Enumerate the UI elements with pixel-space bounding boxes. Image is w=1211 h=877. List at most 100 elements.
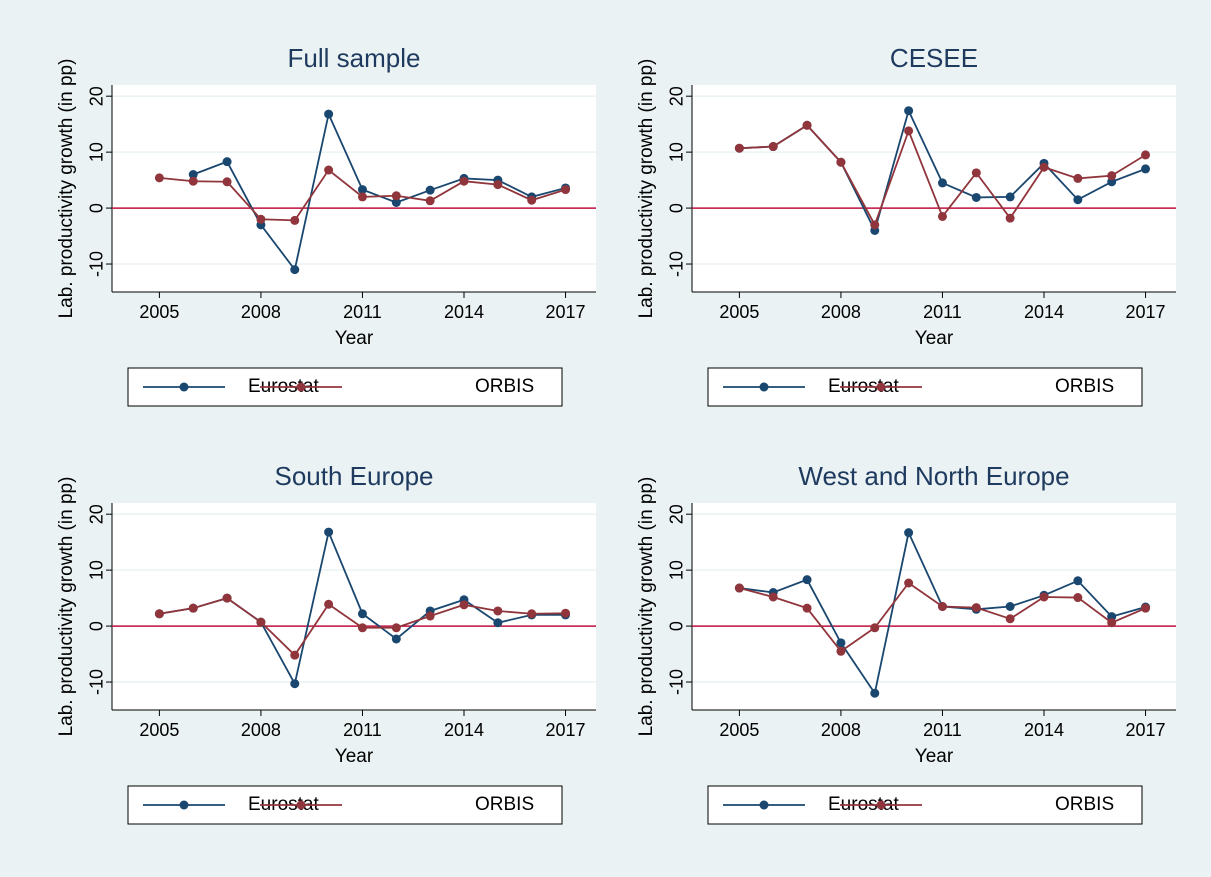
point <box>904 126 914 136</box>
point <box>493 606 503 616</box>
point <box>937 602 947 611</box>
point <box>937 178 947 188</box>
plot-area <box>112 85 596 292</box>
point <box>222 593 232 603</box>
point <box>188 603 198 613</box>
legend-label: ORBIS <box>475 376 534 397</box>
y-axis-label: Lab. productivity growth (in pp) <box>56 477 77 737</box>
x-tick-label: 2005 <box>719 720 759 740</box>
point <box>391 623 401 633</box>
point <box>527 195 537 205</box>
y-tick-label: 10 <box>667 560 687 580</box>
point <box>802 575 812 585</box>
point <box>1005 614 1015 624</box>
point <box>1005 213 1015 223</box>
panel: Full sample -10 0 10 20 2005 2008 2011 2014 2017 Y… <box>56 43 596 407</box>
point <box>425 185 435 195</box>
point <box>324 599 334 609</box>
point <box>290 265 300 275</box>
point <box>391 197 401 207</box>
point <box>1107 177 1117 187</box>
legend-marker <box>179 382 189 392</box>
y-tick-label: 0 <box>667 203 687 213</box>
x-axis-label: Year <box>915 746 954 767</box>
point <box>188 176 198 186</box>
legend-marker <box>876 382 886 392</box>
point <box>154 173 164 183</box>
point <box>256 214 266 224</box>
point <box>904 578 914 588</box>
point <box>290 650 300 660</box>
point <box>459 176 469 186</box>
x-axis-label: Year <box>915 328 954 349</box>
y-axis-label: Lab. productivity growth (in pp) <box>56 59 77 319</box>
point <box>154 609 164 619</box>
panel-title: South Europe <box>274 461 433 491</box>
point <box>904 528 914 538</box>
point <box>324 109 334 119</box>
panel-title: Full sample <box>288 43 421 73</box>
point <box>188 170 198 180</box>
point <box>493 180 503 190</box>
point <box>937 211 947 221</box>
y-tick-label: 20 <box>667 504 687 524</box>
y-axis-label: Lab. productivity growth (in pp) <box>636 59 657 319</box>
legend-marker <box>296 382 306 392</box>
x-tick-label: 2017 <box>546 720 586 740</box>
point <box>222 157 232 167</box>
point <box>836 157 846 167</box>
legend-marker <box>179 800 189 810</box>
point <box>357 609 367 619</box>
y-tick-label: 10 <box>667 142 687 162</box>
point <box>904 106 914 116</box>
legend-box <box>127 785 563 825</box>
point <box>290 679 300 689</box>
plot-area <box>112 503 596 710</box>
point <box>768 142 778 152</box>
y-axis-label: Lab. productivity growth (in pp) <box>636 477 657 737</box>
point <box>1107 618 1117 628</box>
panel: West and North Europe -10 0 10 20 2005 2008 201… <box>636 461 1176 825</box>
x-tick-label: 2014 <box>1024 720 1064 740</box>
point <box>1073 173 1083 183</box>
x-tick-label: 2008 <box>821 302 861 322</box>
point <box>493 618 503 628</box>
point <box>802 120 812 130</box>
legend-label: ORBIS <box>1055 376 1114 397</box>
point <box>1073 576 1083 586</box>
x-tick-label: 2008 <box>241 302 281 322</box>
point <box>256 617 266 627</box>
x-tick-label: 2011 <box>343 302 382 322</box>
point <box>391 634 401 644</box>
x-tick-label: 2005 <box>719 302 759 322</box>
point <box>870 220 880 230</box>
point <box>222 177 232 187</box>
y-tick-label: -10 <box>87 669 107 695</box>
y-tick-label: 20 <box>667 86 687 106</box>
point <box>1107 612 1117 622</box>
point <box>357 192 367 202</box>
x-tick-label: 2017 <box>546 302 586 322</box>
point <box>1005 602 1015 611</box>
point <box>425 611 435 621</box>
plot-area <box>692 85 1176 292</box>
point <box>1107 171 1117 181</box>
point <box>734 143 744 153</box>
legend-marker <box>759 382 769 392</box>
x-axis-label: Year <box>335 328 374 349</box>
point <box>734 583 744 593</box>
point <box>1039 592 1049 602</box>
legend-marker <box>296 800 306 810</box>
point <box>527 609 537 619</box>
x-tick-label: 2005 <box>139 302 179 322</box>
y-tick-label: 20 <box>87 504 107 524</box>
legend-label: ORBIS <box>1055 794 1114 815</box>
legend-marker <box>759 800 769 810</box>
point <box>1073 593 1083 603</box>
legend-marker <box>876 800 886 810</box>
y-tick-label: -10 <box>87 251 107 277</box>
y-tick-label: 20 <box>87 86 107 106</box>
point <box>1141 164 1151 174</box>
y-tick-label: 0 <box>87 203 107 213</box>
